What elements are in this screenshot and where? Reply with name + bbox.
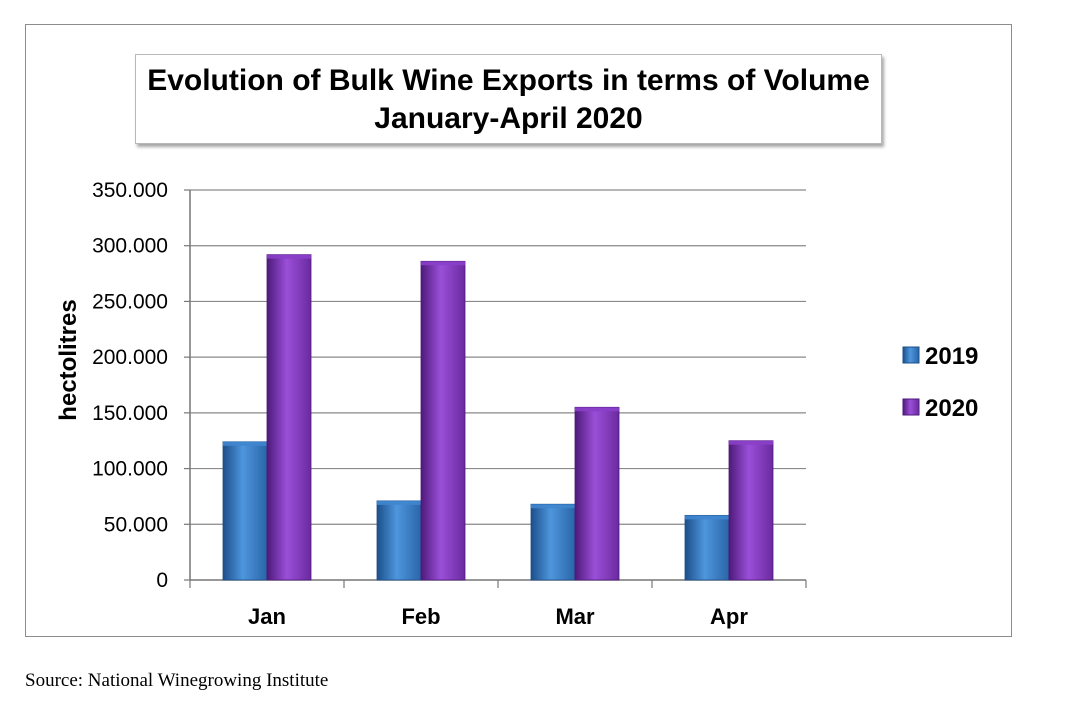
y-tick-label: 200.000 bbox=[92, 346, 168, 369]
legend-swatch-2020 bbox=[902, 398, 920, 416]
bar-2019-Feb bbox=[376, 500, 422, 581]
source-note: Source: National Winegrowing Institute bbox=[25, 670, 329, 691]
y-tick-label: 150.000 bbox=[92, 402, 168, 425]
bar-cap-2019-Jan bbox=[223, 441, 267, 446]
x-tick-label: Jan bbox=[248, 604, 286, 629]
y-axis-label: hectolitres bbox=[55, 299, 82, 420]
legend-swatch-2019 bbox=[902, 346, 920, 364]
bar-2020-Feb bbox=[420, 260, 466, 581]
y-tick-label: 300.000 bbox=[92, 235, 168, 258]
y-tick-label: 250.000 bbox=[92, 290, 168, 313]
x-tick-label: Mar bbox=[555, 604, 595, 629]
bar-cap-2019-Apr bbox=[685, 515, 729, 520]
bar-cap-2020-Apr bbox=[729, 440, 773, 445]
bar-cap-2019-Mar bbox=[531, 504, 575, 509]
bar-cap-2020-Mar bbox=[575, 407, 619, 412]
bar-2020-Mar bbox=[574, 406, 620, 581]
y-tick-label: 0 bbox=[156, 569, 168, 592]
bar-cap-2020-Feb bbox=[421, 261, 465, 266]
x-tick-label: Apr bbox=[710, 604, 748, 629]
legend-label-2020: 2020 bbox=[925, 395, 978, 422]
y-tick-label: 50.000 bbox=[104, 513, 168, 536]
bar-2020-Jan bbox=[266, 254, 312, 581]
bar-2019-Jan bbox=[222, 441, 268, 581]
legend: 2019 2020 bbox=[902, 343, 978, 422]
x-tick-labels: Jan Feb Mar Apr bbox=[248, 604, 748, 629]
bars bbox=[222, 254, 774, 581]
chart-title: Evolution of Bulk Wine Exports in terms … bbox=[147, 64, 870, 97]
legend-label-2019: 2019 bbox=[925, 343, 978, 370]
bar-2019-Mar bbox=[530, 503, 576, 581]
x-tick-label: Feb bbox=[401, 604, 440, 629]
chart-subtitle: January-April 2020 bbox=[374, 102, 643, 135]
bar-2019-Apr bbox=[684, 514, 730, 581]
y-tick-label: 350.000 bbox=[92, 179, 168, 202]
bar-cap-2019-Feb bbox=[377, 500, 421, 505]
bar-2020-Apr bbox=[728, 440, 774, 581]
bar-cap-2020-Jan bbox=[267, 254, 311, 259]
chart-title-box: Evolution of Bulk Wine Exports in terms … bbox=[135, 54, 882, 144]
y-tick-labels: 0 50.000 100.000 150.000 200.000 250.000 300.0… bbox=[92, 179, 168, 592]
y-tick-label: 100.000 bbox=[92, 458, 168, 481]
